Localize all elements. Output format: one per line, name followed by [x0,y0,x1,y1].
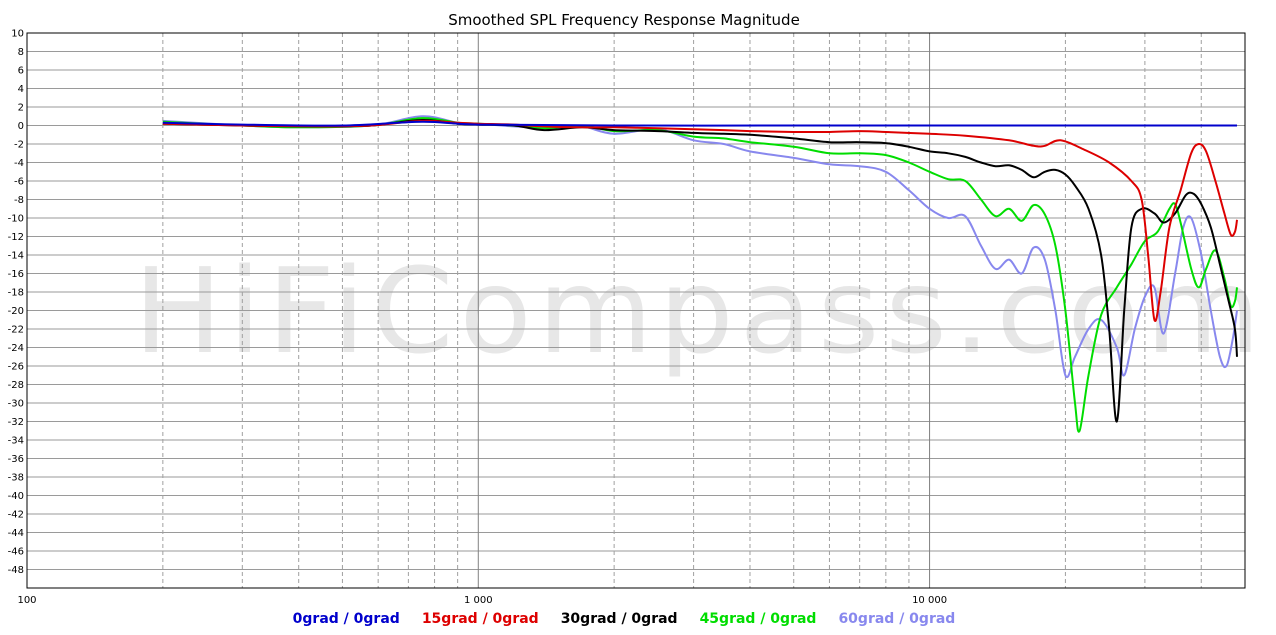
y-tick-label: -22 [8,325,24,336]
y-tick-label: -28 [8,380,24,391]
y-tick-label: -24 [8,343,24,354]
series-line-45grad [162,117,1238,433]
legend-item: 60grad / 0grad [838,611,955,627]
y-tick-label: -48 [8,565,24,576]
series-line-0grad [162,120,1237,127]
y-tick-label: -12 [8,232,24,243]
y-tick-label: 2 [18,103,24,114]
y-tick-label: -26 [8,362,24,373]
y-tick-label: 0 [18,121,24,132]
y-tick-label: -18 [8,288,24,299]
y-tick-label: 8 [18,47,24,58]
y-tick-label: 4 [18,84,24,95]
y-tick-label: -4 [14,158,24,169]
y-tick-label: -40 [8,491,24,502]
x-tick-label: 1 000 [464,595,493,606]
y-tick-label: -34 [8,436,24,447]
y-tick-label: -8 [14,195,24,206]
x-tick-label: 100 [17,595,36,606]
y-tick-label: -38 [8,473,24,484]
legend-item: 15grad / 0grad [422,611,539,627]
y-tick-label: -14 [8,251,24,262]
y-tick-label: 10 [11,29,24,40]
series-lines [162,115,1238,433]
y-tick-label: -16 [8,269,24,280]
y-tick-label: -32 [8,417,24,428]
legend-item: 30grad / 0grad [561,611,678,627]
chart-title: Smoothed SPL Frequency Response Magnitud… [448,11,800,29]
y-tick-label: -42 [8,510,24,521]
y-tick-label: -10 [8,214,24,225]
legend-item: 0grad / 0grad [293,611,400,627]
y-tick-label: -2 [14,140,24,151]
y-tick-label: 6 [18,66,24,77]
axis-labels: 10 8 6 4 2 0 -2 -4 -6 -8 -10 -12 -14 -16 -18 -20 -22 -24 -… [8,29,947,607]
y-tick-label: -36 [8,454,24,465]
y-tick-label: -46 [8,547,24,558]
y-tick-label: -30 [8,399,24,410]
y-tick-label: -20 [8,306,24,317]
y-tick-label: -6 [14,177,24,188]
grid [27,33,1245,588]
legend-item: 45grad / 0grad [700,611,817,627]
y-tick-label: -44 [8,528,24,539]
legend: 0grad / 0grad 15grad / 0grad 30grad / 0gra… [293,611,956,627]
plot-frame [26,32,1246,589]
x-tick-label: 10 000 [912,595,947,606]
